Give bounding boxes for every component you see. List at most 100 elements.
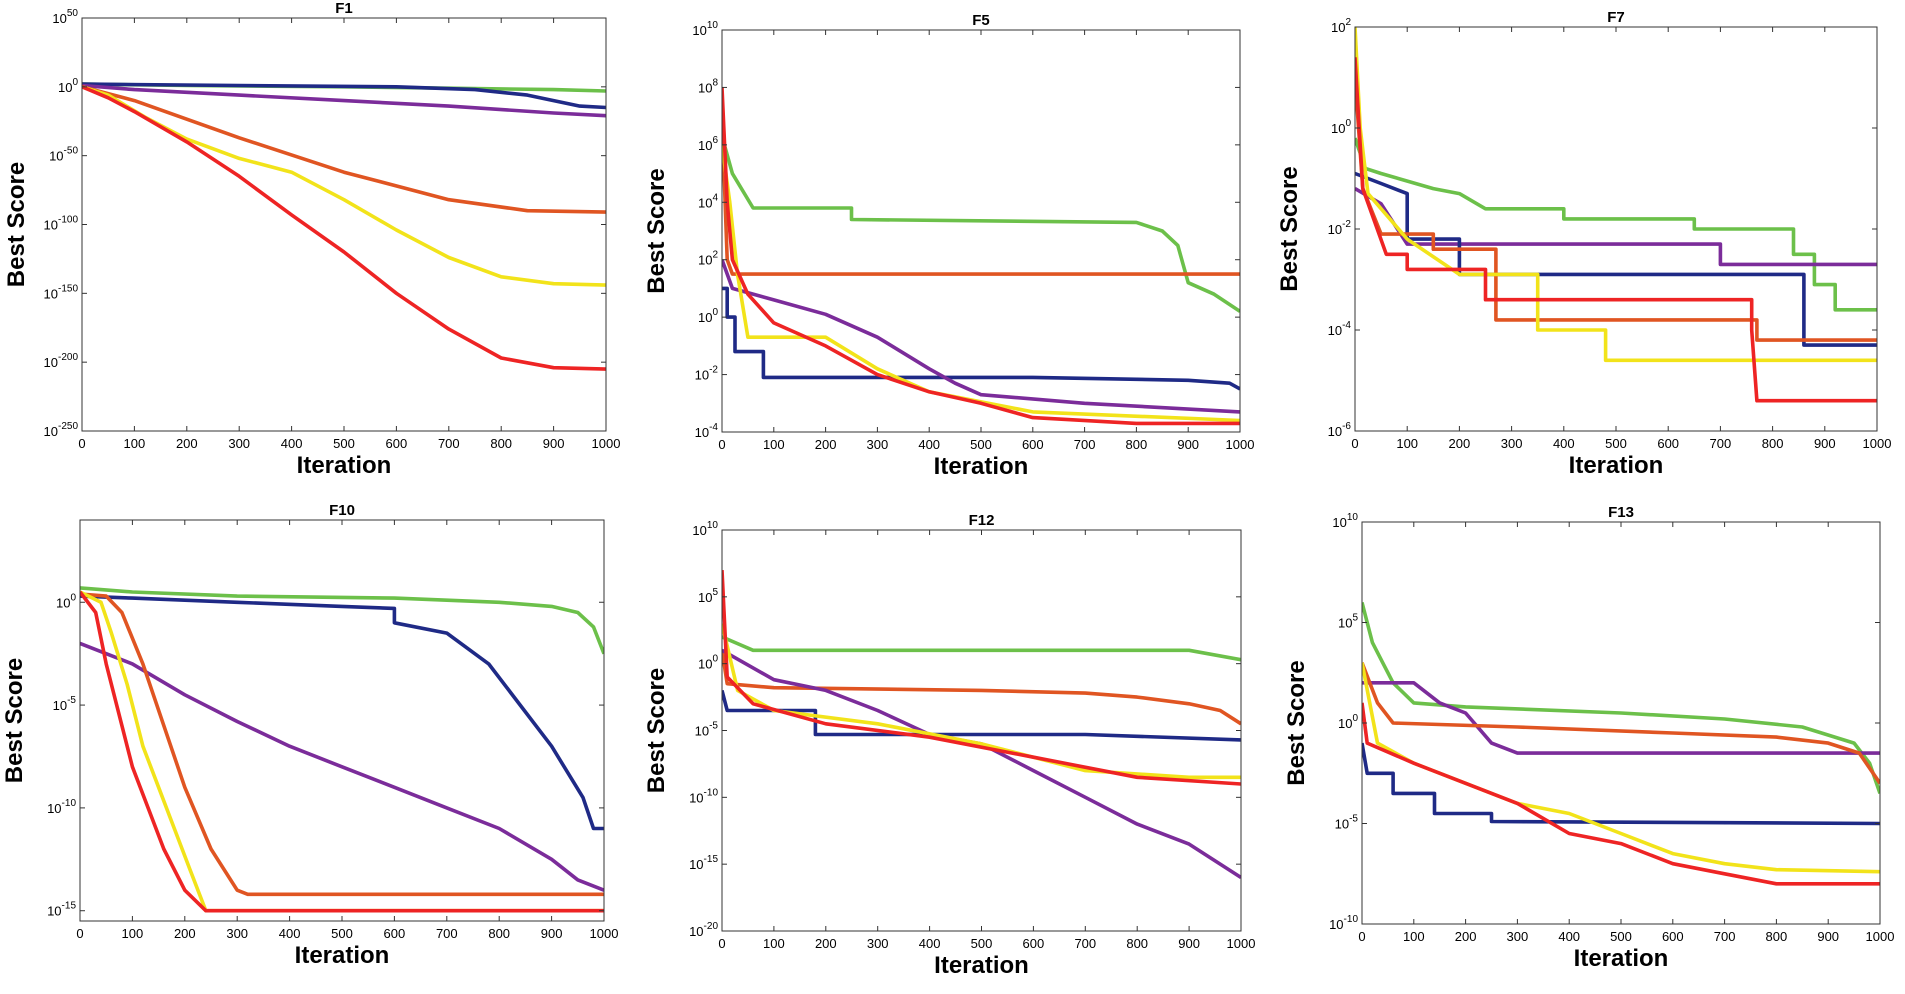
x-tick-label: 300 [1501, 436, 1523, 451]
x-tick-label: 300 [867, 936, 889, 951]
y-tick-label: 10-150 [44, 283, 79, 301]
series-line-6 [722, 570, 1241, 786]
axes-frame [81, 17, 607, 432]
chart-title: F12 [969, 512, 995, 529]
x-axis-label: Iteration [1574, 945, 1669, 972]
series-group [82, 82, 606, 371]
series-line-6 [1355, 57, 1877, 403]
x-axis-label: Iteration [934, 952, 1029, 979]
y-axis-label: Best Score [3, 162, 30, 287]
series-line-6 [1362, 702, 1880, 886]
series-line-2 [80, 594, 604, 831]
subplot-f7: 0 100 200 300 400 500 600 700 800 900 1000 102 100 10… [1276, 9, 1891, 479]
series-line-2 [82, 82, 606, 110]
y-tick-label: 100 [698, 307, 718, 325]
y-tick-label: 10-100 [44, 215, 79, 233]
x-tick-label: 400 [1558, 929, 1580, 944]
y-tick-label: 10-50 [49, 146, 78, 164]
chart-title: F1 [335, 0, 353, 17]
x-tick-label: 100 [1403, 929, 1425, 944]
x-tick-label: 400 [918, 437, 940, 452]
series-line-3 [1362, 662, 1880, 785]
y-tick-label: 106 [698, 135, 718, 153]
chart-title: F5 [972, 12, 990, 29]
x-tick-label: 0 [718, 437, 725, 452]
series-line-3 [722, 135, 1240, 313]
y-tick-label: 10-15 [47, 901, 76, 919]
y-tick-label: 104 [698, 192, 718, 210]
x-tick-label: 100 [763, 437, 785, 452]
x-tick-label: 600 [1657, 436, 1679, 451]
x-tick-label: 1000 [590, 926, 619, 941]
y-tick-label: 10-2 [695, 365, 719, 383]
y-tick-label: 1050 [52, 8, 78, 26]
x-tick-label: 400 [919, 936, 941, 951]
x-tick-label: 0 [76, 926, 83, 941]
series-line-4 [722, 116, 1240, 276]
series-line-1 [722, 635, 1241, 662]
x-tick-label: 600 [1022, 437, 1044, 452]
x-axis-label: Iteration [934, 453, 1029, 480]
subplot-f5: 0 100 200 300 400 500 600 700 800 900 1000 1010 108 1… [643, 12, 1254, 480]
axes-frame [1354, 26, 1878, 432]
x-tick-label: 800 [1766, 929, 1788, 944]
x-tick-label: 0 [1351, 436, 1358, 451]
y-tick-label: 100 [1338, 713, 1358, 731]
series-line-2 [1355, 187, 1877, 267]
x-tick-label: 800 [1126, 936, 1148, 951]
chart-title: F10 [329, 502, 355, 519]
series-line-4 [80, 592, 604, 897]
y-axis-label: Best Score [1276, 166, 1303, 291]
x-tick-label: 700 [438, 436, 460, 451]
x-tick-label: 700 [1714, 929, 1736, 944]
x-tick-label: 1000 [1227, 936, 1256, 951]
y-tick-label: 100 [56, 592, 76, 610]
series-line-6 [722, 87, 1240, 426]
series-line-1 [80, 586, 604, 655]
y-axis-label: Best Score [643, 668, 670, 793]
x-tick-label: 100 [122, 926, 144, 941]
series-line-3 [80, 641, 604, 892]
y-tick-label: 10-10 [1329, 914, 1358, 932]
x-tick-label: 900 [1814, 436, 1836, 451]
series-line-3 [82, 83, 606, 118]
x-tick-label: 800 [1126, 437, 1148, 452]
y-tick-label: 10-5 [695, 721, 719, 739]
y-tick-label: 10-20 [689, 921, 718, 939]
chart-title: F13 [1608, 504, 1634, 521]
y-tick-label: 10-10 [47, 798, 76, 816]
subplot-f12: 0 100 200 300 400 500 600 700 800 900 1000 1010 105 1… [643, 512, 1255, 979]
x-tick-label: 0 [1358, 929, 1365, 944]
x-tick-label: 300 [226, 926, 248, 941]
y-tick-label: 10-4 [1328, 320, 1352, 338]
series-line-1 [1362, 601, 1880, 794]
y-tick-label: 100 [58, 77, 78, 95]
x-tick-label: 500 [333, 436, 355, 451]
series-group [1362, 601, 1880, 886]
x-tick-label: 300 [228, 436, 250, 451]
series-group [80, 586, 604, 913]
series-line-4 [82, 85, 606, 214]
x-tick-label: 1000 [1226, 437, 1255, 452]
y-tick-label: 1010 [692, 20, 718, 38]
x-tick-label: 1000 [592, 436, 621, 451]
y-tick-label: 10-15 [689, 854, 718, 872]
series-line-5 [1362, 662, 1880, 874]
chart-title: F7 [1607, 9, 1625, 26]
x-tick-label: 400 [281, 436, 303, 451]
series-line-1 [722, 286, 1240, 391]
x-tick-label: 700 [1710, 436, 1732, 451]
series-line-2 [1362, 681, 1880, 755]
series-line-5 [722, 144, 1240, 423]
series-line-4 [722, 648, 1241, 880]
y-axis-label: Best Score [1283, 660, 1310, 785]
x-tick-label: 200 [1455, 929, 1477, 944]
subplot-f1: 0 100 200 300 400 500 600 700 800 900 1000 1050 100 1… [3, 0, 620, 479]
x-axis-label: Iteration [1569, 452, 1664, 479]
x-tick-label: 800 [1762, 436, 1784, 451]
y-tick-label: 102 [698, 250, 718, 268]
x-tick-label: 600 [386, 436, 408, 451]
y-tick-label: 100 [698, 654, 718, 672]
y-tick-label: 10-6 [1328, 421, 1352, 439]
series-group [722, 570, 1241, 880]
